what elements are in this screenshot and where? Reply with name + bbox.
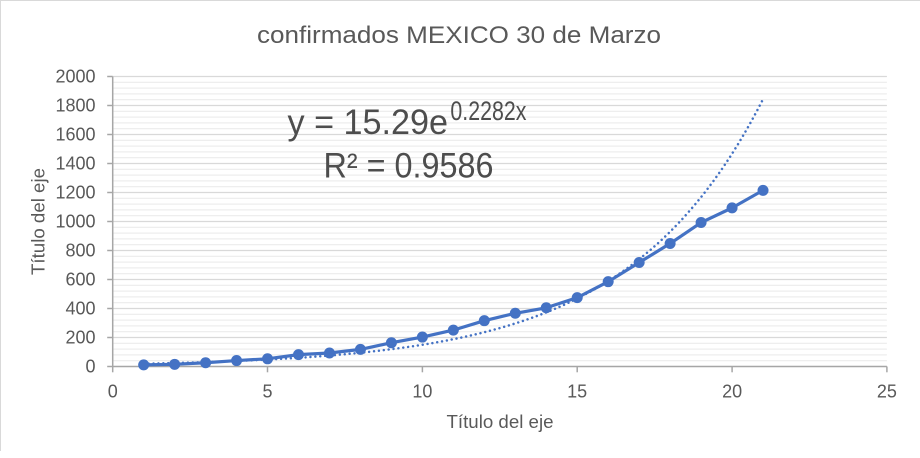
svg-text:200: 200 bbox=[65, 328, 95, 348]
svg-text:15: 15 bbox=[567, 382, 587, 402]
svg-text:20: 20 bbox=[722, 382, 742, 402]
svg-text:0: 0 bbox=[85, 357, 95, 377]
svg-text:2000: 2000 bbox=[55, 67, 95, 87]
svg-text:Título del eje: Título del eje bbox=[29, 168, 49, 275]
svg-text:1200: 1200 bbox=[55, 183, 95, 203]
svg-text:Título del eje: Título del eje bbox=[447, 412, 554, 432]
svg-text:0.2282x: 0.2282x bbox=[450, 96, 526, 126]
svg-text:y = 15.29e: y = 15.29e bbox=[288, 103, 449, 142]
svg-text:0: 0 bbox=[108, 382, 118, 402]
svg-text:800: 800 bbox=[65, 241, 95, 261]
svg-text:400: 400 bbox=[65, 299, 95, 319]
svg-text:R² = 0.9586: R² = 0.9586 bbox=[324, 147, 494, 186]
svg-text:5: 5 bbox=[262, 382, 272, 402]
svg-text:1000: 1000 bbox=[55, 212, 95, 232]
svg-text:600: 600 bbox=[65, 270, 95, 290]
svg-text:1600: 1600 bbox=[55, 125, 95, 145]
svg-text:10: 10 bbox=[412, 382, 432, 402]
svg-text:25: 25 bbox=[877, 382, 897, 402]
svg-text:1400: 1400 bbox=[55, 154, 95, 174]
svg-text:1800: 1800 bbox=[55, 96, 95, 116]
svg-text:confirmados MEXICO 30 de Marzo: confirmados MEXICO 30 de Marzo bbox=[257, 22, 661, 49]
